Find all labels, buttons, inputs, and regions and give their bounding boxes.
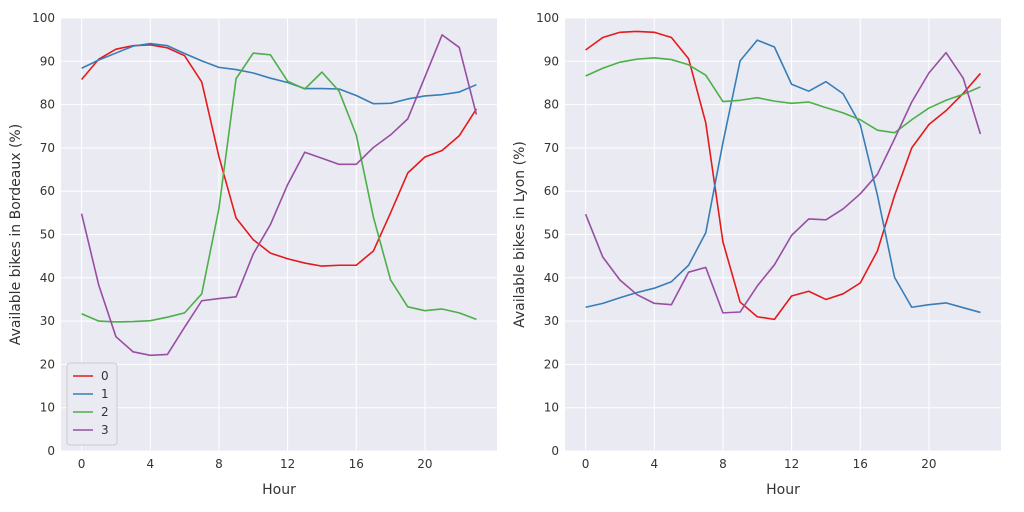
panel-1-y-tick-label: 70 (40, 141, 55, 155)
panel-2-series-line-1 (585, 39, 981, 314)
panel-1-y-tick-label: 60 (40, 184, 55, 198)
panel-2-x-tick-label: 12 (784, 457, 799, 471)
panel-2-y-tick-label: 90 (544, 54, 559, 68)
panel-1-series-line-0 (80, 44, 478, 267)
panel-2-y-tick-label: 20 (544, 357, 559, 371)
panel-1-x-tick-label: 16 (349, 457, 364, 471)
panel-1-legend: 0 1 2 3 (66, 362, 118, 446)
panel-1-y-tick-label: 30 (40, 314, 55, 328)
panel-2-y-tick-label: 80 (544, 98, 559, 112)
panel-1-x-tick-label: 12 (280, 457, 295, 471)
panel-1-series-line-2 (81, 52, 477, 323)
panel-1-legend-label-2: 2 (101, 405, 109, 419)
panel-2-y-axis-label: Available bikes in Lyon (%) (512, 141, 528, 328)
panel-1-y-tick-label: 40 (40, 271, 55, 285)
panel-1-y-tick-label: 100 (32, 11, 55, 25)
panel-1-x-axis-label: Hour (262, 482, 296, 498)
panel-1-y-tick-label: 20 (40, 357, 55, 371)
panel-2-x-tick-label: 16 (853, 457, 868, 471)
panel-1-x-tick-label: 8 (215, 457, 223, 471)
panel-2-x-axis-label: Hour (766, 482, 800, 498)
panel-1-y-tick-label: 50 (40, 228, 55, 242)
panel-1-y-axis-label: Available bikes in Bordeaux (%) (8, 124, 24, 345)
panel-1-legend-frame (66, 362, 118, 446)
panel-1-y-tick-label: 80 (40, 98, 55, 112)
panel-2-chart: 0 10 20 30 40 50 60 70 80 90 100 0 4 8 12 16 20 Hour Avail… (512, 11, 1001, 498)
panel-2-series-line-0 (585, 30, 982, 321)
panel-2-y-tick-label: 10 (544, 401, 559, 415)
panel-2-series-line-2 (585, 57, 981, 134)
panel-1-legend-label-1: 1 (101, 387, 109, 401)
panel-1-x-tick-label: 20 (417, 457, 432, 471)
panel-2-y-tick-label: 70 (544, 141, 559, 155)
panel-2-y-tick-label: 0 (551, 444, 559, 458)
panel-2-y-tick-label: 60 (544, 184, 559, 198)
panel-1-legend-label-3: 3 (101, 423, 109, 437)
panel-2-series-line-3 (584, 51, 982, 314)
panel-1-legend-label-0: 0 (101, 369, 109, 383)
panel-1-x-tick-label: 0 (78, 457, 86, 471)
panel-2-y-tick-label: 40 (544, 271, 559, 285)
panel-2-x-tick-label: 8 (719, 457, 727, 471)
panel-2-y-tick-label: 30 (544, 314, 559, 328)
panel-1-x-tick-label: 4 (146, 457, 154, 471)
panel-2-x-tick-label: 4 (650, 457, 658, 471)
panel-1-y-tick-label: 10 (40, 401, 55, 415)
panel-2-y-tick-label: 100 (536, 11, 559, 25)
panel-1-series-line-3 (80, 34, 478, 357)
panel-1-y-tick-label: 90 (40, 54, 55, 68)
panel-1-series-line-1 (81, 42, 477, 105)
panel-1-y-tick-label: 0 (47, 444, 55, 458)
panel-2-y-tick-label: 50 (544, 228, 559, 242)
panel-2-x-tick-label: 0 (582, 457, 590, 471)
panel-2-x-tick-label: 20 (921, 457, 936, 471)
